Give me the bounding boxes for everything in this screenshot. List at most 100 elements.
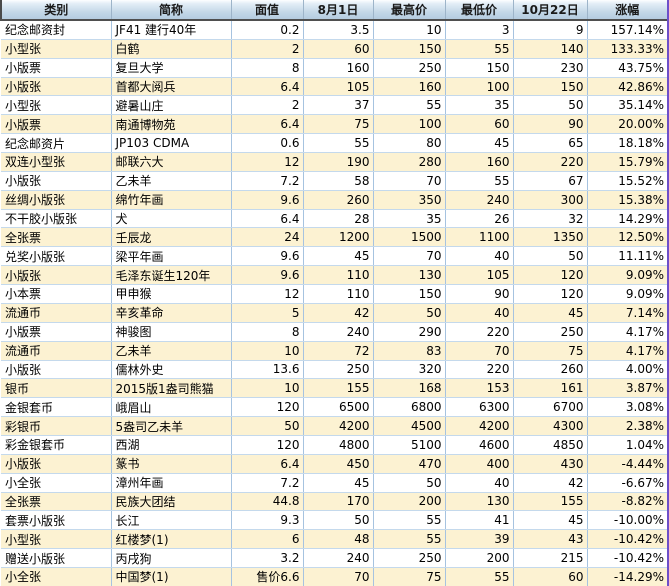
cell-high: 55 <box>373 95 446 116</box>
cell-high: 320 <box>373 360 446 380</box>
table-row[interactable]: 小版张 首都大阅兵 6.4 105 160 100 150 42.86% <box>1 77 667 97</box>
table-row[interactable]: 小版票 南通博物苑 6.4 75 100 60 90 20.00% <box>1 114 667 135</box>
cell-low: 220 <box>445 360 514 380</box>
table-row[interactable]: 纪念邮资封 JF41 建行40年 0.2 3.5 10 3 9 157.14% <box>1 20 667 40</box>
column-header-aug1[interactable]: 8月1日 <box>303 0 374 21</box>
cell-category: 金银套币 <box>1 397 112 418</box>
cell-name: 5盎司乙未羊 <box>111 416 232 436</box>
cell-oct22: 50 <box>513 246 588 267</box>
cell-category: 全张票 <box>1 492 112 512</box>
table-row[interactable]: 小版张 毛泽东诞生120年 9.6 110 130 105 120 9.09% <box>1 265 667 286</box>
cell-low: 3 <box>445 20 514 40</box>
cell-low: 240 <box>445 190 514 210</box>
cell-category: 纪念邮资封 <box>1 20 112 40</box>
column-header-high[interactable]: 最高价 <box>373 0 446 21</box>
column-header-category[interactable]: 类别 <box>0 0 112 21</box>
cell-face-value: 8 <box>231 322 304 342</box>
table-row[interactable]: 双连小型张 邮联六大 12 190 280 160 220 15.79% <box>1 152 667 172</box>
cell-low: 55 <box>445 567 514 586</box>
cell-name: 甲申猴 <box>111 284 232 304</box>
cell-name: 邮联六大 <box>111 152 232 172</box>
cell-face-value: 10 <box>231 341 304 361</box>
cell-name: 毛泽东诞生120年 <box>111 265 232 286</box>
table-row[interactable]: 小全张 漳州年画 7.2 45 50 40 42 -6.67% <box>1 473 667 493</box>
cell-face-value: 24 <box>231 227 304 248</box>
cell-oct22: 90 <box>513 114 588 135</box>
cell-oct22: 430 <box>513 454 588 474</box>
column-header-low[interactable]: 最低价 <box>445 0 514 21</box>
column-header-change[interactable]: 涨幅 <box>587 0 667 21</box>
table-row[interactable]: 小版票 神骏图 8 240 290 220 250 4.17% <box>1 322 667 342</box>
column-header-name[interactable]: 简称 <box>111 0 232 21</box>
cell-aug1: 155 <box>303 378 374 399</box>
cell-oct22: 43 <box>513 529 588 550</box>
cell-name: 避暑山庄 <box>111 95 232 116</box>
column-header-oct22[interactable]: 10月22日 <box>513 0 588 21</box>
table-row[interactable]: 套票小版张 长江 9.3 50 55 41 45 -10.00% <box>1 510 667 531</box>
cell-category: 彩金银套币 <box>1 435 112 455</box>
cell-aug1: 110 <box>303 284 374 304</box>
table-row[interactable]: 赠送小版张 丙戌狗 3.2 240 250 200 215 -10.42% <box>1 548 667 568</box>
cell-low: 4200 <box>445 416 514 436</box>
cell-name: 乙未羊 <box>111 341 232 361</box>
table-row[interactable]: 金银套币 峨眉山 120 6500 6800 6300 6700 3.08% <box>1 397 667 418</box>
cell-name: 绵竹年画 <box>111 190 232 210</box>
cell-low: 26 <box>445 209 514 229</box>
cell-category: 小版票 <box>1 58 112 78</box>
table-row[interactable]: 小本票 甲申猴 12 110 150 90 120 9.09% <box>1 284 667 304</box>
cell-face-value: 0.6 <box>231 133 304 154</box>
cell-name: 辛亥革命 <box>111 303 232 323</box>
cell-face-value: 44.8 <box>231 492 304 512</box>
table-row[interactable]: 小版票 复旦大学 8 160 250 150 230 43.75% <box>1 58 667 78</box>
table-row[interactable]: 全张票 壬辰龙 24 1200 1500 1100 1350 12.50% <box>1 227 667 248</box>
table-row[interactable]: 纪念邮资片 JP103 CDMA 0.6 55 80 45 65 18.18% <box>1 133 667 154</box>
cell-face-value: 9.6 <box>231 190 304 210</box>
cell-change: 4.00% <box>587 360 667 380</box>
table-row[interactable]: 银币 2015版1盎司熊猫 10 155 168 153 161 3.87% <box>1 378 667 399</box>
table-row[interactable]: 丝绸小版张 绵竹年画 9.6 260 350 240 300 15.38% <box>1 190 667 210</box>
table-row[interactable]: 全张票 民族大团结 44.8 170 200 130 155 -8.82% <box>1 492 667 512</box>
table-row[interactable]: 小型张 避暑山庄 2 37 55 35 50 35.14% <box>1 95 667 116</box>
cell-category: 不干胶小版张 <box>1 209 112 229</box>
cell-name: 南通博物苑 <box>111 114 232 135</box>
table-row[interactable]: 不干胶小版张犬 6.4 28 35 26 32 14.29% <box>1 209 667 229</box>
cell-face-value: 7.2 <box>231 171 304 191</box>
table-row[interactable]: 兑奖小版张 梁平年画 9.6 45 70 40 50 11.11% <box>1 246 667 267</box>
table-row[interactable]: 彩金银套币 西湖 120 4800 5100 4600 4850 1.04% <box>1 435 667 455</box>
cell-low: 41 <box>445 510 514 531</box>
cell-oct22: 65 <box>513 133 588 154</box>
cell-category: 双连小型张 <box>1 152 112 172</box>
cell-category: 兑奖小版张 <box>1 246 112 267</box>
table-row[interactable]: 小版张 乙未羊 7.2 58 70 55 67 15.52% <box>1 171 667 191</box>
cell-high: 6800 <box>373 397 446 418</box>
column-header-face-value[interactable]: 面值 <box>231 0 304 21</box>
cell-high: 150 <box>373 284 446 304</box>
cell-oct22: 161 <box>513 378 588 399</box>
cell-category: 小版张 <box>1 171 112 191</box>
table-row[interactable]: 流通币 乙未羊 10 72 83 70 75 4.17% <box>1 341 667 361</box>
cell-aug1: 58 <box>303 171 374 191</box>
cell-change: -10.42% <box>587 548 667 568</box>
cell-oct22: 45 <box>513 303 588 323</box>
cell-aug1: 160 <box>303 58 374 78</box>
cell-face-value: 6.4 <box>231 454 304 474</box>
table-row[interactable]: 小全张 中国梦(1) 售价6.6 70 75 55 60 -14.29% <box>1 567 667 586</box>
cell-high: 290 <box>373 322 446 342</box>
cell-change: 12.50% <box>587 227 667 248</box>
cell-change: 4.17% <box>587 322 667 342</box>
table-row[interactable]: 流通币 辛亥革命 5 42 50 40 45 7.14% <box>1 303 667 323</box>
table-header-row: 类别 简称 面值 8月1日 最高价 最低价 10月22日 涨幅 <box>0 0 667 21</box>
table-row[interactable]: 小版张 篆书 6.4 450 470 400 430 -4.44% <box>1 454 667 474</box>
cell-category: 小版张 <box>1 265 112 286</box>
cell-category: 小版张 <box>1 77 112 97</box>
cell-name: JP103 CDMA <box>111 133 232 154</box>
cell-aug1: 75 <box>303 114 374 135</box>
cell-high: 50 <box>373 303 446 323</box>
cell-face-value: 9.6 <box>231 265 304 286</box>
table-row[interactable]: 彩银币 5盎司乙未羊 50 4200 4500 4200 4300 2.38% <box>1 416 667 436</box>
cell-aug1: 55 <box>303 133 374 154</box>
cell-high: 70 <box>373 171 446 191</box>
table-row[interactable]: 小型张 白鹤 2 60 150 55 140 133.33% <box>1 39 667 59</box>
table-row[interactable]: 小版张 儒林外史 13.6 250 320 220 260 4.00% <box>1 360 667 380</box>
table-row[interactable]: 小型张 红楼梦(1) 6 48 55 39 43 -10.42% <box>1 529 667 550</box>
